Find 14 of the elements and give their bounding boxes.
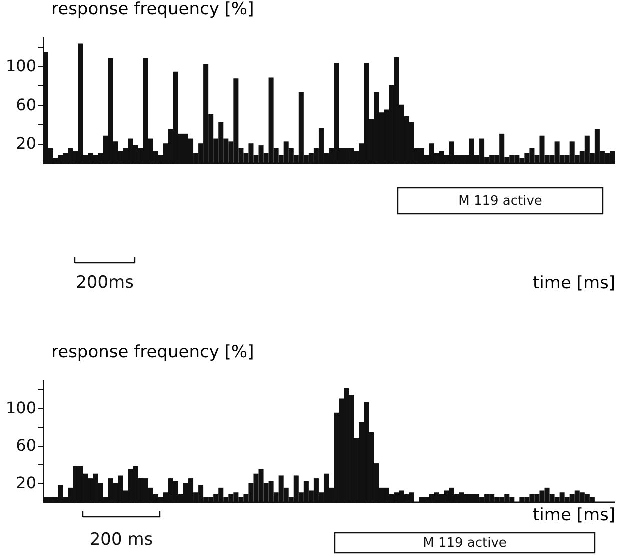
y-tick-label: 100 (6, 56, 36, 76)
text: 200 ms (90, 530, 154, 550)
x-axis-title: time [ms] (533, 274, 616, 294)
y-tick-label: 60 (16, 436, 36, 456)
y-tick-label: 20 (16, 134, 36, 154)
y-axis-title: response frequency [%] (52, 0, 254, 20)
text: M 119 active (423, 536, 507, 551)
text: M 119 active (458, 194, 542, 209)
y-tick-label: 20 (16, 474, 36, 493)
x-axis-title: time [ms] (533, 506, 616, 526)
y-tick-label: 100 (6, 398, 36, 418)
text: 200ms (76, 273, 134, 293)
y-tick-label: 60 (16, 95, 36, 114)
y-axis-title: response frequency [%] (52, 342, 254, 362)
